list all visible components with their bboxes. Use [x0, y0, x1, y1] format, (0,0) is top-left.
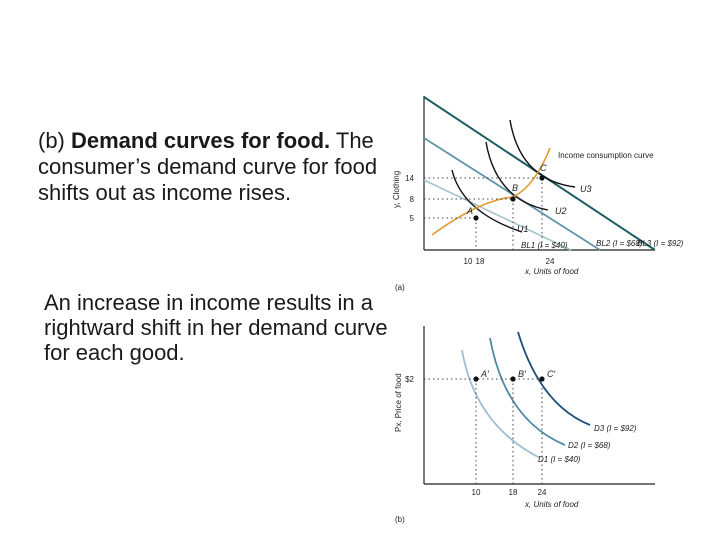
point-a-label: A [466, 206, 473, 216]
income-shift-paragraph: An increase in income results in a right… [44, 290, 388, 365]
panel-a-x-axis-label: x, Units of food [524, 267, 579, 276]
panel-a-ytick-14: 14 [405, 174, 414, 183]
u1-label: U1 [517, 224, 529, 234]
point-a [473, 215, 479, 221]
bl2-label: BL2 (I = $68) [596, 239, 643, 248]
panel-b-xtick-24: 24 [538, 488, 547, 497]
panel-a-xtick-24: 24 [546, 257, 555, 266]
panel-b-xtick-10: 10 [472, 488, 481, 497]
d3-label: D3 (I = $92) [594, 424, 637, 433]
panel-a-xtick-10: 10 [464, 257, 473, 266]
point-b [510, 196, 516, 202]
panel-a: A B C 14 8 5 10 18 24 y, Clothing x, Uni… [392, 96, 684, 292]
d1-label: D1 (I = $40) [538, 455, 581, 464]
bl3-label: BL3 (I = $92) [637, 239, 684, 248]
point-b-label: B [512, 183, 518, 193]
indifference-curve-u1 [451, 169, 523, 233]
panel-a-xtick-18: 18 [476, 257, 485, 266]
point-a-prime [473, 376, 479, 382]
point-c-prime-label: C′ [547, 369, 555, 379]
budget-line-1 [423, 179, 572, 251]
u3-label: U3 [580, 184, 592, 194]
heading-bold: Demand curves for food. [71, 128, 331, 153]
panel-b-y-axis-label: Px, Price of food [394, 373, 403, 432]
demand-curve-d2 [489, 337, 566, 446]
point-b-prime [510, 376, 516, 382]
panel-a-ytick-5: 5 [410, 214, 415, 223]
heading-rest: The consumer’s demand curve for food shi… [38, 128, 378, 205]
bl1-label: BL1 (I = $40) [521, 241, 568, 250]
panel-a-ytick-8: 8 [410, 195, 415, 204]
heading-prefix: (b) [38, 128, 71, 153]
point-c [539, 175, 545, 181]
indifference-curve-u3 [509, 119, 576, 188]
panel-a-tag: (a) [395, 283, 405, 292]
panel-b-guides [424, 378, 545, 484]
indifference-curve-u2 [485, 141, 549, 211]
panel-b-xtick-18: 18 [509, 488, 518, 497]
panel-b-ytick-2: $2 [405, 375, 414, 384]
u2-label: U2 [555, 206, 567, 216]
d2-label: D2 (I = $68) [568, 441, 611, 450]
demand-curve-d1 [461, 349, 541, 459]
point-c-label: C [540, 163, 547, 173]
heading-paragraph: (b) Demand curves for food. The consumer… [38, 128, 388, 206]
point-a-prime-label: A′ [480, 369, 489, 379]
income-consumption-label: Income consumption curve [558, 151, 654, 160]
point-b-prime-label: B′ [518, 369, 526, 379]
panel-a-guides [424, 177, 543, 250]
panel-b-tag: (b) [395, 515, 405, 524]
demand-curve-d3 [517, 331, 591, 426]
panel-b-x-axis-label: x, Units of food [524, 500, 579, 509]
panel-b: A′ B′ C′ $2 10 18 24 Px, Price of food x… [394, 326, 655, 524]
panel-a-y-axis-label: y, Clothing [392, 171, 401, 208]
point-c-prime [539, 376, 545, 382]
